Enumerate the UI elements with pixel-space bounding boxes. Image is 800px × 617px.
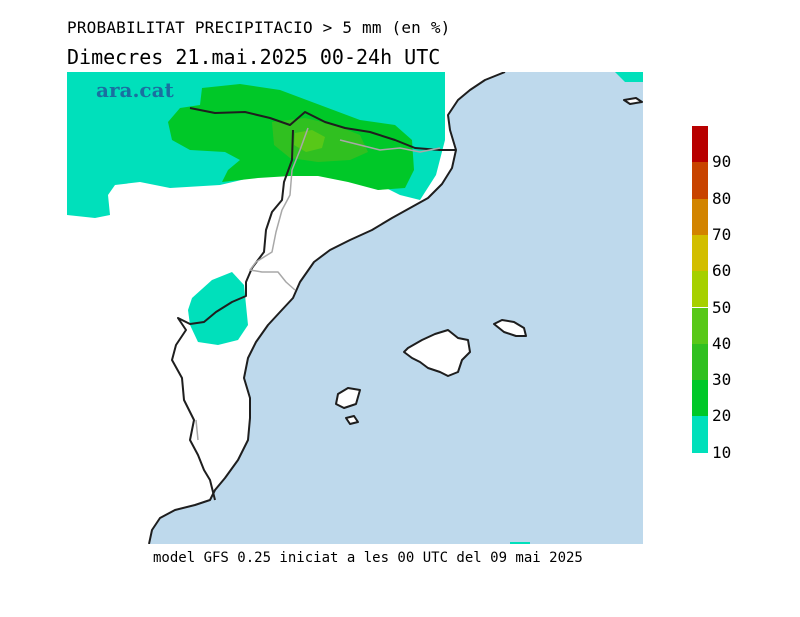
legend-swatch-20 [692, 380, 708, 417]
legend-swatch-80 [692, 162, 708, 199]
legend-swatch-30 [692, 343, 708, 381]
cape-islet [623, 97, 643, 105]
model-run-caption: model GFS 0.25 iniciat a les 00 UTC del … [153, 550, 583, 566]
legend-swatch-10 [692, 416, 708, 453]
prob-zone-10-south [188, 272, 248, 345]
eivissa-island [335, 387, 361, 409]
legend-swatch-50 [692, 271, 708, 308]
mallorca-island [403, 329, 471, 377]
prob-zone-10-east [615, 72, 643, 82]
legend-label-60: 60 [712, 261, 732, 281]
pyrenees-border [189, 107, 456, 151]
western-border [171, 129, 294, 501]
legend-label-20: 20 [712, 406, 732, 426]
formentera-island [345, 415, 359, 425]
regional-border-south [195, 419, 199, 441]
legend-label-30: 30 [712, 370, 732, 390]
legend-swatch-90 [692, 126, 708, 163]
legend-swatch-60 [692, 234, 708, 272]
map-title: PROBABILITAT PRECIPITACIO > 5 mm (en %) [67, 18, 451, 37]
ara-logo: ara.cat [96, 78, 174, 102]
legend-label-90: 90 [712, 152, 732, 172]
sea-area [149, 72, 643, 544]
legend-swatch-40 [692, 307, 708, 344]
map-subtitle: Dimecres 21.mai.2025 00-24h UTC [67, 45, 441, 69]
south-strip [510, 542, 530, 544]
legend-label-70: 70 [712, 224, 732, 244]
regional-border [249, 127, 309, 291]
legend-label-80: 80 [712, 188, 732, 208]
legend-label-40: 40 [712, 333, 732, 353]
menorca-island [493, 319, 527, 337]
regional-border-east [339, 139, 441, 153]
legend-swatch-70 [692, 198, 708, 235]
legend-label-50: 50 [712, 297, 732, 317]
legend-label-10: 10 [712, 442, 732, 462]
